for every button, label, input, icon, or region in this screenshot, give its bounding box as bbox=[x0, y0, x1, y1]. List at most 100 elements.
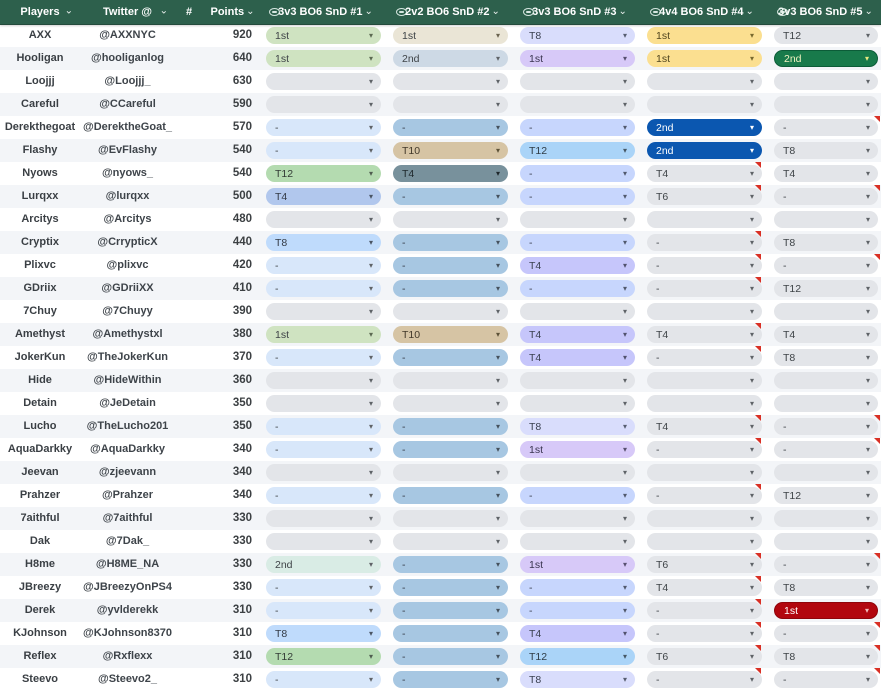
column-header-event-1[interactable]: 3v3 BO6 SnD #1 ⌄ bbox=[262, 0, 389, 24]
placement-dropdown[interactable]: ▾ bbox=[266, 395, 381, 412]
placement-dropdown[interactable]: 1st ▾ bbox=[647, 50, 762, 67]
placement-dropdown[interactable]: - ▾ bbox=[393, 418, 508, 435]
filter-chevron-icon[interactable]: ⌄ bbox=[159, 5, 168, 17]
placement-dropdown[interactable]: - ▾ bbox=[520, 280, 635, 297]
placement-dropdown[interactable]: T10 ▾ bbox=[393, 142, 508, 159]
placement-dropdown[interactable]: 1st ▾ bbox=[520, 50, 635, 67]
placement-dropdown[interactable]: 1st ▾ bbox=[393, 27, 508, 44]
placement-dropdown[interactable]: - ▾ bbox=[393, 602, 508, 619]
placement-dropdown[interactable]: T4 ▾ bbox=[393, 165, 508, 182]
placement-dropdown[interactable]: - ▾ bbox=[520, 234, 635, 251]
placement-dropdown[interactable]: ▾ bbox=[774, 372, 878, 389]
placement-dropdown[interactable]: ▾ bbox=[266, 73, 381, 90]
placement-dropdown[interactable]: T8 ▾ bbox=[520, 27, 635, 44]
placement-dropdown[interactable]: T8 ▾ bbox=[774, 349, 878, 366]
placement-dropdown[interactable]: - ▾ bbox=[266, 142, 381, 159]
placement-dropdown[interactable]: ▾ bbox=[647, 303, 762, 320]
placement-dropdown[interactable]: ▾ bbox=[266, 303, 381, 320]
placement-dropdown[interactable]: ▾ bbox=[647, 533, 762, 550]
placement-dropdown[interactable]: ▾ bbox=[266, 464, 381, 481]
placement-dropdown[interactable]: - ▾ bbox=[393, 441, 508, 458]
column-header-points[interactable]: Points ⌄ bbox=[203, 0, 262, 24]
column-header-event-5[interactable]: 3v3 BO6 SnD #5 ⌄ bbox=[770, 0, 881, 24]
placement-dropdown[interactable]: - ▾ bbox=[647, 487, 762, 504]
filter-chevron-icon[interactable]: ⌄ bbox=[364, 6, 373, 17]
placement-dropdown[interactable]: - ▾ bbox=[774, 441, 878, 458]
placement-dropdown[interactable]: T4 ▾ bbox=[774, 326, 878, 343]
placement-dropdown[interactable]: ▾ bbox=[393, 73, 508, 90]
placement-dropdown[interactable]: - ▾ bbox=[774, 625, 878, 642]
placement-dropdown[interactable]: - ▾ bbox=[647, 349, 762, 366]
placement-dropdown[interactable]: 2nd ▾ bbox=[266, 556, 381, 573]
placement-dropdown[interactable]: T12 ▾ bbox=[520, 142, 635, 159]
placement-dropdown[interactable]: - ▾ bbox=[520, 188, 635, 205]
visibility-icon[interactable] bbox=[777, 8, 788, 16]
placement-dropdown[interactable]: 1st ▾ bbox=[266, 50, 381, 67]
placement-dropdown[interactable]: ▾ bbox=[774, 510, 878, 527]
placement-dropdown[interactable]: - ▾ bbox=[393, 234, 508, 251]
placement-dropdown[interactable]: ▾ bbox=[774, 464, 878, 481]
placement-dropdown[interactable]: - ▾ bbox=[393, 349, 508, 366]
placement-dropdown[interactable]: - ▾ bbox=[647, 257, 762, 274]
placement-dropdown[interactable]: ▾ bbox=[774, 303, 878, 320]
placement-dropdown[interactable]: ▾ bbox=[266, 533, 381, 550]
placement-dropdown[interactable]: ▾ bbox=[520, 303, 635, 320]
filter-chevron-icon[interactable]: ⌄ bbox=[864, 6, 873, 17]
placement-dropdown[interactable]: T6 ▾ bbox=[647, 188, 762, 205]
filter-chevron-icon[interactable]: ⌄ bbox=[745, 6, 754, 17]
placement-dropdown[interactable]: ▾ bbox=[520, 211, 635, 228]
placement-dropdown[interactable]: T10 ▾ bbox=[393, 326, 508, 343]
placement-dropdown[interactable]: - ▾ bbox=[647, 441, 762, 458]
placement-dropdown[interactable]: T4 ▾ bbox=[520, 326, 635, 343]
placement-dropdown[interactable]: - ▾ bbox=[774, 119, 878, 136]
placement-dropdown[interactable]: - ▾ bbox=[266, 671, 381, 688]
placement-dropdown[interactable]: ▾ bbox=[520, 510, 635, 527]
placement-dropdown[interactable]: - ▾ bbox=[774, 188, 878, 205]
visibility-icon[interactable] bbox=[650, 8, 661, 16]
placement-dropdown[interactable]: T12 ▾ bbox=[774, 280, 878, 297]
placement-dropdown[interactable]: ▾ bbox=[266, 510, 381, 527]
placement-dropdown[interactable]: - ▾ bbox=[647, 280, 762, 297]
placement-dropdown[interactable]: ▾ bbox=[520, 73, 635, 90]
filter-chevron-icon[interactable]: ⌄ bbox=[491, 6, 500, 17]
placement-dropdown[interactable]: ▾ bbox=[647, 211, 762, 228]
placement-dropdown[interactable]: T12 ▾ bbox=[520, 648, 635, 665]
column-header-players[interactable]: Players ⌄ bbox=[0, 0, 80, 24]
placement-dropdown[interactable]: T4 ▾ bbox=[647, 326, 762, 343]
placement-dropdown[interactable]: ▾ bbox=[647, 372, 762, 389]
placement-dropdown[interactable]: 2nd ▾ bbox=[774, 50, 878, 67]
placement-dropdown[interactable]: ▾ bbox=[520, 395, 635, 412]
placement-dropdown[interactable]: - ▾ bbox=[520, 165, 635, 182]
placement-dropdown[interactable]: T4 ▾ bbox=[647, 579, 762, 596]
placement-dropdown[interactable]: ▾ bbox=[647, 510, 762, 527]
placement-dropdown[interactable]: T8 ▾ bbox=[520, 418, 635, 435]
placement-dropdown[interactable]: ▾ bbox=[774, 73, 878, 90]
placement-dropdown[interactable]: T6 ▾ bbox=[647, 556, 762, 573]
placement-dropdown[interactable]: ▾ bbox=[647, 464, 762, 481]
placement-dropdown[interactable]: 1st ▾ bbox=[774, 602, 878, 619]
placement-dropdown[interactable]: T8 ▾ bbox=[266, 234, 381, 251]
placement-dropdown[interactable]: - ▾ bbox=[266, 579, 381, 596]
placement-dropdown[interactable]: T12 ▾ bbox=[774, 487, 878, 504]
placement-dropdown[interactable]: 2nd ▾ bbox=[393, 50, 508, 67]
placement-dropdown[interactable]: ▾ bbox=[393, 372, 508, 389]
placement-dropdown[interactable]: 1st ▾ bbox=[520, 556, 635, 573]
placement-dropdown[interactable]: 2nd ▾ bbox=[647, 142, 762, 159]
placement-dropdown[interactable]: T4 ▾ bbox=[520, 625, 635, 642]
filter-chevron-icon[interactable]: ⌄ bbox=[618, 6, 627, 17]
placement-dropdown[interactable]: - ▾ bbox=[393, 671, 508, 688]
placement-dropdown[interactable]: T4 ▾ bbox=[647, 418, 762, 435]
placement-dropdown[interactable]: 1st ▾ bbox=[266, 27, 381, 44]
placement-dropdown[interactable]: - ▾ bbox=[774, 671, 878, 688]
placement-dropdown[interactable]: - ▾ bbox=[393, 119, 508, 136]
placement-dropdown[interactable]: - ▾ bbox=[393, 280, 508, 297]
placement-dropdown[interactable]: ▾ bbox=[393, 211, 508, 228]
placement-dropdown[interactable]: 1st ▾ bbox=[520, 441, 635, 458]
placement-dropdown[interactable]: T4 ▾ bbox=[266, 188, 381, 205]
placement-dropdown[interactable]: 1st ▾ bbox=[647, 27, 762, 44]
placement-dropdown[interactable]: T4 ▾ bbox=[647, 165, 762, 182]
column-header-hash[interactable]: # bbox=[175, 0, 203, 24]
placement-dropdown[interactable]: T6 ▾ bbox=[647, 648, 762, 665]
placement-dropdown[interactable]: ▾ bbox=[774, 211, 878, 228]
placement-dropdown[interactable]: - ▾ bbox=[520, 487, 635, 504]
